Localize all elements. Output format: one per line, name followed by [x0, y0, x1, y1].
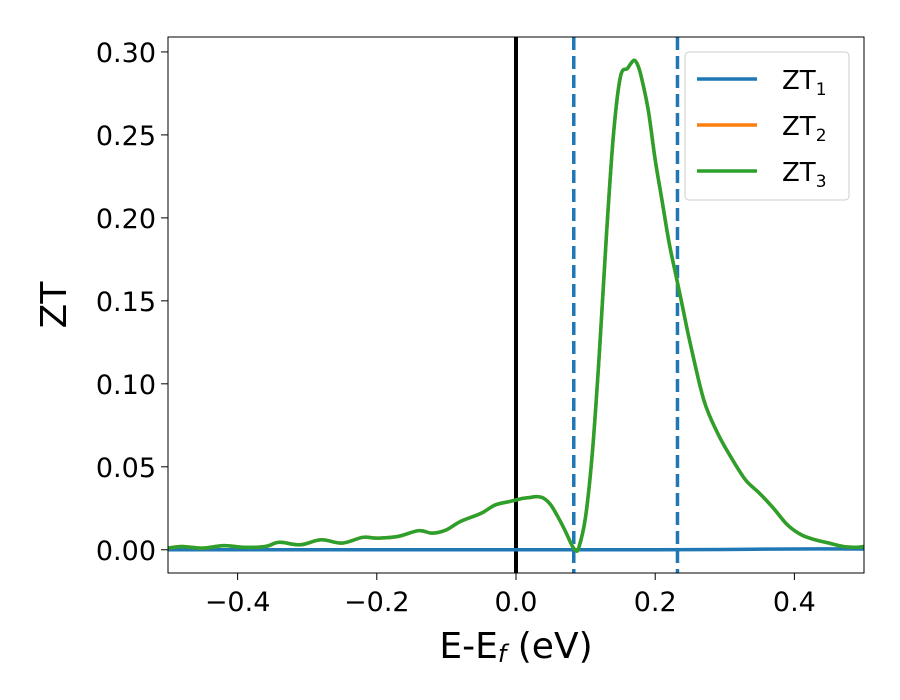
legend-label-2: ZT2 [782, 112, 827, 146]
vertical-reference-lines [514, 37, 680, 573]
y-tick-label: 0.30 [96, 38, 156, 69]
y-tick-label: 0.20 [96, 204, 156, 235]
x-tick-label: −0.2 [344, 587, 410, 618]
legend-box [684, 51, 850, 201]
x-axis-label: E-Ef (eV) [439, 626, 592, 668]
series-line-1 [168, 547, 864, 552]
series-layer [168, 58, 864, 553]
legend: ZT1 ZT2 ZT3 [684, 51, 850, 201]
y-tick-label: 0.15 [96, 287, 156, 318]
y-tick-label: 0.00 [96, 536, 156, 567]
x-tick-label: 0.0 [495, 587, 538, 618]
legend-label-3: ZT3 [782, 158, 827, 192]
y-tick-label: 0.05 [96, 453, 156, 484]
y-axis: 0.00 0.05 0.10 0.15 0.20 0.25 0.30 [96, 38, 168, 567]
y-tick-label: 0.10 [96, 370, 156, 401]
x-tick-label: 0.2 [634, 587, 677, 618]
x-tick-label: 0.4 [773, 587, 816, 618]
x-tick-label: −0.4 [205, 587, 271, 618]
x-axis: −0.4 −0.2 0.0 0.2 0.4 [205, 573, 816, 618]
legend-label-1: ZT1 [782, 66, 827, 100]
y-axis-label: ZT [34, 281, 75, 329]
y-tick-label: 0.25 [96, 121, 156, 152]
series-line-3 [168, 58, 864, 553]
